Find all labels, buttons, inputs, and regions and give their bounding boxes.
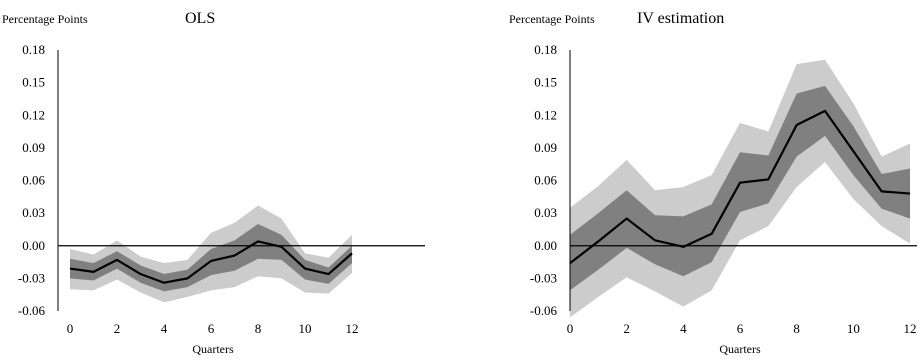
y-tick-label: 0.12 (534, 107, 557, 122)
x-tick-label: 0 (567, 321, 574, 336)
y-tick-label: 0.00 (534, 238, 557, 253)
chart-title: IV estimation (637, 10, 724, 27)
ylabel: Percentage Points (2, 12, 88, 26)
x-tick-label: 12 (346, 321, 359, 336)
x-tick-label: 2 (623, 321, 630, 336)
y-tick-label: 0.15 (22, 75, 45, 90)
y-tick-label: 0.09 (22, 140, 45, 155)
x-tick-label: 6 (208, 321, 215, 336)
xlabel: Quarters (719, 342, 761, 356)
chart-title: OLS (185, 10, 215, 27)
y-tick-label: 0.18 (534, 42, 557, 57)
y-tick-label: 0.06 (22, 173, 45, 188)
iv-chart: Percentage Points IV estimation Quarters… (509, 10, 917, 356)
ols-chart: Percentage Points OLS Quarters 0.18 0.15 0… (2, 10, 425, 356)
y-tick-label: 0.03 (534, 205, 557, 220)
x-tick-label: 8 (255, 321, 262, 336)
y-tick-label: -0.03 (18, 270, 45, 285)
x-tick-label: 4 (680, 321, 687, 336)
y-tick-label: 0.09 (534, 140, 557, 155)
plot-area (569, 50, 917, 318)
point-estimate-line (569, 109, 911, 265)
x-tick-label: 2 (114, 321, 121, 336)
xlabel: Quarters (192, 342, 234, 356)
point-estimate-line (69, 240, 353, 284)
x-tick-label: 6 (737, 321, 744, 336)
x-tick-label: 0 (67, 321, 74, 336)
ols-chart-panel: Percentage Points OLS Quarters 0.18 0.15 0… (2, 10, 425, 356)
y-tick-label: 0.03 (22, 205, 45, 220)
y-tick-label: 0.18 (22, 42, 45, 57)
x-tick-label: 8 (793, 321, 800, 336)
iv-chart-panel: Percentage Points IV estimation Quarters… (460, 0, 920, 361)
y-tick-label: -0.03 (530, 270, 557, 285)
plot-area (57, 50, 425, 311)
y-tick-label: 0.12 (22, 107, 45, 122)
ylabel: Percentage Points (509, 12, 595, 26)
x-tick-label: 12 (904, 321, 917, 336)
x-tick-label: 10 (847, 321, 860, 336)
x-tick-label: 4 (161, 321, 168, 336)
y-tick-label: 0.15 (534, 75, 557, 90)
y-tick-label: -0.06 (530, 303, 558, 318)
x-tick-label: 10 (299, 321, 312, 336)
y-tick-label: -0.06 (18, 303, 46, 318)
y-tick-label: 0.06 (534, 173, 557, 188)
y-tick-label: 0.00 (22, 238, 45, 253)
